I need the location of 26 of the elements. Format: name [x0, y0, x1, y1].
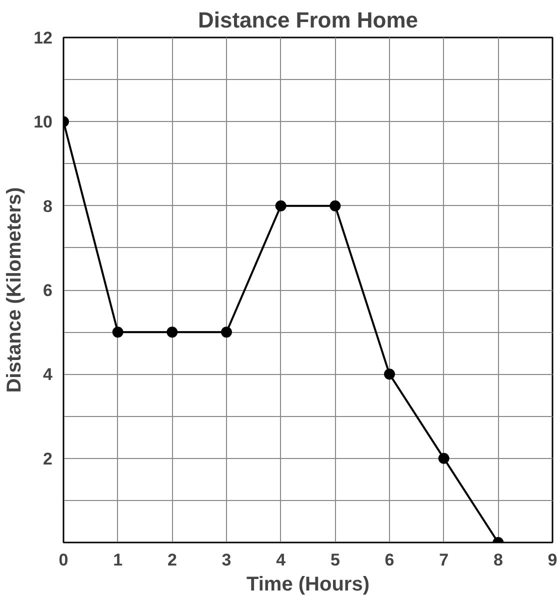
y-axis-title: Distance (Kilometers): [4, 187, 26, 393]
point: [438, 452, 450, 464]
y-tick-label: 2: [43, 449, 53, 468]
y-tick-label: 10: [34, 112, 53, 132]
x-tick-label: 4: [276, 550, 286, 570]
x-tick-label: 3: [222, 550, 232, 570]
chart-title: Distance From Home: [198, 8, 418, 32]
x-tick-label: 7: [439, 550, 449, 570]
point: [166, 326, 178, 338]
point: [275, 200, 286, 212]
x-tick-label: 5: [330, 550, 340, 570]
x-tick-label: 9: [548, 550, 558, 570]
y-tick-label: 8: [43, 196, 53, 216]
x-tick-label: 1: [113, 550, 123, 570]
point: [221, 326, 232, 338]
x-axis-title: Time (Hours): [246, 574, 370, 596]
y-tick-label: 4: [43, 365, 54, 384]
point: [330, 200, 341, 212]
x-tick-label: 2: [167, 550, 177, 570]
y-tick-label: 6: [43, 281, 53, 300]
point: [384, 368, 395, 380]
x-tick-label: 0: [58, 550, 68, 570]
point: [112, 326, 124, 338]
x-tick-label: 6: [384, 550, 394, 570]
y-tick-label: 12: [34, 28, 53, 48]
x-tick-label: 8: [493, 550, 503, 570]
